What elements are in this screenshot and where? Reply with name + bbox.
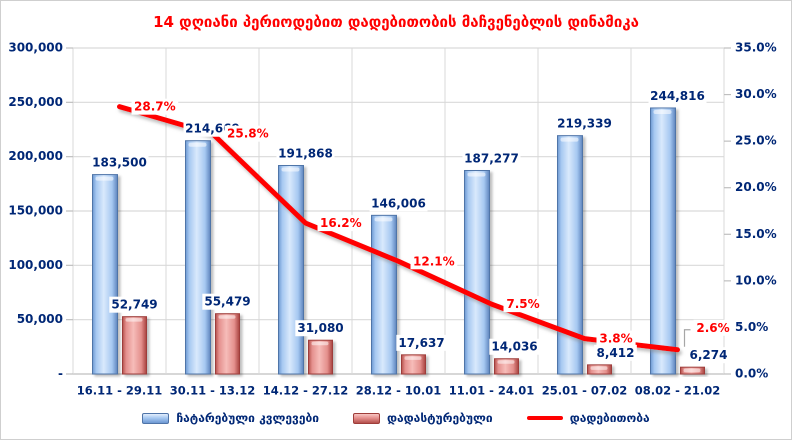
confirmed-value-label: 8,412: [597, 346, 635, 360]
confirmed-value-label-bg: [109, 296, 160, 313]
positivity-line-swatch-icon: [526, 416, 563, 420]
positivity-value-label: 2.6%: [696, 321, 729, 335]
right-axis-tick-label: 0.0%: [735, 367, 768, 381]
legend-label-positivity: დადებითობა: [569, 411, 650, 425]
bar-confirmed-gloss: [404, 356, 422, 360]
positivity-value-label: 28.7%: [134, 100, 176, 114]
bar-confirmed: [308, 339, 333, 375]
positivity-value-label-bg: [410, 253, 458, 270]
positivity-value-label-bg: [503, 296, 543, 313]
tests-value-label-bg: [555, 115, 614, 132]
bar-confirmed: [122, 316, 147, 375]
x-axis-category-label: 25.01 - 07.02: [542, 384, 628, 398]
confirmed-value-label-bg: [202, 293, 253, 310]
chart-legend: ჩატარებული კვლევები დადასტურებული დადები…: [1, 411, 791, 425]
tests-value-label-bg: [369, 195, 428, 212]
bar-confirmed-gloss: [125, 318, 143, 322]
confirmed-value-label-bg: [687, 347, 730, 364]
positivity-value-label-bg: [317, 215, 365, 232]
tests-value-label-bg: [90, 154, 149, 171]
tests-value-label: 219,339: [557, 117, 612, 131]
positivity-value-label-bg: [693, 319, 733, 336]
positivity-value-label: 12.1%: [413, 254, 455, 268]
bar-confirmed: [215, 313, 240, 375]
bar-tests: [650, 107, 676, 375]
right-axis-tick-label: 15.0%: [735, 227, 777, 241]
x-axis-category-label: 16.11 - 29.11: [77, 384, 163, 398]
confirmed-value-label: 52,749: [111, 298, 157, 312]
right-axis-tick-label: 25.0%: [735, 134, 777, 148]
tests-value-label-bg: [276, 145, 335, 162]
right-axis-tick-label: 5.0%: [735, 320, 768, 334]
left-axis-tick-label: 50,000: [17, 312, 63, 326]
tests-value-label: 146,006: [371, 196, 426, 210]
confirmed-value-label: 55,479: [204, 295, 250, 309]
tests-value-label: 187,277: [464, 151, 519, 165]
left-axis-tick-label: 200,000: [8, 149, 63, 163]
chart-plot-area: 300,000 250,000 200,000 150,000 100,000 50,00…: [8, 41, 777, 398]
bar-tests: [92, 174, 118, 375]
bar-tests-gloss: [467, 172, 486, 177]
bar-tests-gloss: [653, 109, 672, 114]
confirmed-value-label-bg: [295, 320, 346, 337]
legend-item-positivity: დადებითობა: [526, 411, 650, 425]
legend-label-tests: ჩატარებული კვლევები: [176, 411, 319, 425]
left-axis-tick-label: 250,000: [8, 95, 63, 109]
legend-label-confirmed: დადასტურებული: [387, 411, 493, 425]
bar-confirmed-gloss: [590, 366, 608, 370]
positivity-value-label: 25.8%: [227, 127, 269, 141]
positivity-value-label: 16.2%: [320, 216, 362, 230]
bar-tests-gloss: [374, 217, 393, 222]
confirmed-bar-swatch-icon: [353, 412, 380, 424]
x-axis-category-label: 30.11 - 13.12: [170, 384, 256, 398]
legend-item-confirmed: დადასტურებული: [353, 411, 493, 425]
positivity-value-label-bg: [224, 125, 272, 142]
confirmed-value-label-bg: [396, 334, 447, 351]
x-axis-category-label: 28.12 - 10.01: [356, 384, 442, 398]
x-axis-category-label: 14.12 - 27.12: [263, 384, 349, 398]
callout-leader-line: [683, 329, 691, 347]
chart-title: 14 დღიანი პერიოდებით დადებითობის მაჩვენე…: [153, 13, 639, 31]
left-axis-tick-label: -: [58, 367, 63, 381]
tests-value-label: 183,500: [92, 156, 147, 170]
positivity-value-label: 7.5%: [506, 297, 539, 311]
tests-value-label: 244,816: [650, 89, 705, 103]
confirmed-value-label-bg: [489, 338, 540, 355]
right-axis-tick-label: 20.0%: [735, 180, 777, 194]
positivity-value-label: 3.8%: [599, 332, 632, 346]
x-axis-category-label: 11.01 - 24.01: [449, 384, 535, 398]
legend-item-tests: ჩატარებული კვლევები: [142, 411, 319, 425]
positivity-value-label-bg: [596, 330, 636, 347]
right-axis-tick-label: 35.0%: [735, 41, 777, 55]
confirmed-value-label: 31,080: [297, 321, 343, 335]
bar-confirmed-gloss: [311, 341, 329, 346]
x-axis-category-label: 08.02 - 21.02: [635, 384, 721, 398]
left-axis-tick-label: 150,000: [8, 204, 63, 218]
bar-tests-gloss: [281, 167, 300, 172]
bar-confirmed-gloss: [218, 315, 236, 319]
bar-confirmed-gloss: [497, 360, 515, 364]
bar-tests-gloss: [95, 176, 114, 181]
bar-tests: [278, 165, 304, 375]
bar-tests: [464, 169, 490, 375]
tests-value-label-bg: [462, 150, 521, 167]
bar-tests-gloss: [188, 142, 207, 147]
tests-value-label: 191,868: [278, 147, 333, 161]
tests-bar-swatch-icon: [142, 412, 170, 424]
confirmed-value-label-bg: [594, 344, 637, 361]
right-axis-tick-label: 10.0%: [735, 273, 777, 287]
positivity-value-label-bg: [131, 98, 179, 115]
bar-tests: [371, 214, 397, 375]
bar-tests: [185, 140, 211, 375]
confirmed-value-label: 6,274: [690, 348, 728, 362]
confirmed-value-label: 17,637: [398, 336, 444, 350]
bar-tests-gloss: [560, 137, 579, 142]
right-axis-tick-label: 30.0%: [735, 87, 777, 101]
left-axis-tick-label: 300,000: [8, 41, 63, 55]
bar-confirmed-gloss: [683, 368, 701, 373]
tests-value-label-bg: [648, 87, 707, 104]
left-axis-tick-label: 100,000: [8, 258, 63, 272]
confirmed-value-label: 14,036: [491, 340, 537, 354]
